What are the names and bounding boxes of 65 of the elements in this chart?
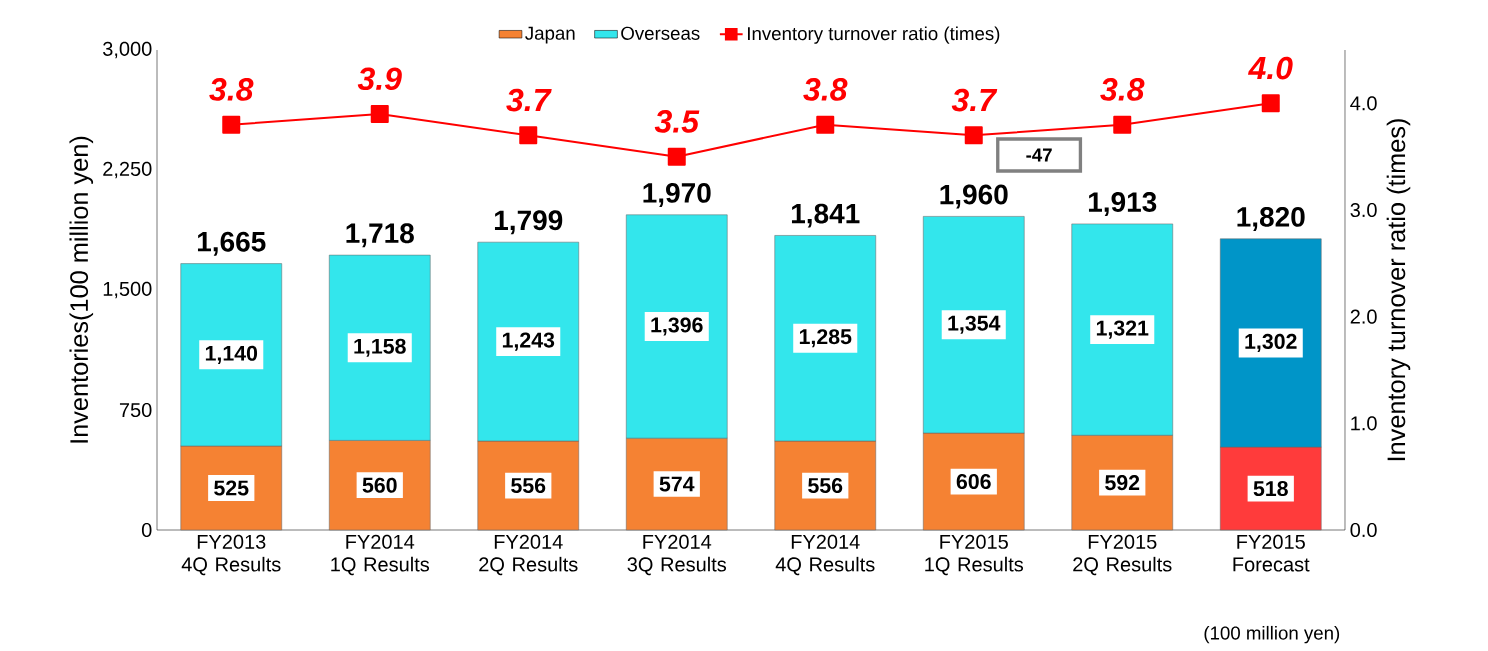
point [667, 147, 686, 166]
data-label: 556 [511, 477, 546, 494]
y-tick-label: 1,500 [103, 281, 152, 299]
legend-label: Inventory turnover ratio (times) [748, 26, 1000, 44]
annotation: -47 [1026, 148, 1052, 162]
data-label: 1,158 [354, 338, 406, 357]
data-label: 518 [1253, 481, 1288, 497]
text: (100 million yen) [1204, 625, 1340, 644]
x-tick-label: FY2014 3Q Results [627, 534, 727, 576]
data-label: 3.8 [209, 78, 254, 101]
data-label: 1,285 [799, 329, 852, 348]
data-label: 1,354 [948, 315, 1001, 334]
y2-tick-label: 4.0 [1350, 96, 1377, 111]
x-tick-label: FY2014 1Q Results [331, 534, 430, 576]
point [1261, 94, 1280, 113]
total-label: 1,913 [1088, 192, 1157, 216]
y2-axis-title: Inventory turnover ratio (times) [1386, 119, 1411, 461]
point [222, 115, 241, 134]
data-label: 606 [956, 473, 991, 490]
x-tick-label: FY2015 1Q Results [925, 534, 1024, 576]
y2-tick-label: 0.0 [1350, 522, 1377, 538]
y2-tick-label: 1.0 [1351, 416, 1377, 431]
data-label: 560 [362, 477, 397, 493]
data-label: 3.7 [951, 88, 998, 112]
x-tick-label: FY2014 2Q Results [479, 534, 578, 576]
data-label: 3.8 [803, 78, 848, 101]
point [816, 115, 835, 134]
y-tick-label: 3,000 [103, 41, 152, 59]
data-label: 1,140 [205, 345, 258, 364]
legend-label: Japan [525, 26, 575, 44]
data-label: 3.9 [357, 67, 402, 91]
point [519, 126, 538, 145]
data-label: 1,396 [651, 317, 703, 336]
y-tick-label: 2,250 [103, 161, 152, 179]
x-tick-label: FY2015 Forecast [1233, 534, 1310, 572]
point [964, 126, 983, 145]
x-tick-label: FY2014 4Q Results [775, 534, 875, 576]
data-label: 1,243 [502, 332, 555, 351]
y-tick-label: 750 [119, 402, 152, 418]
x-tick-label: FY2015 2Q Results [1073, 534, 1172, 576]
data-label: 592 [1105, 475, 1140, 491]
total-label: 1,970 [643, 183, 711, 207]
total-label: 1,718 [346, 223, 414, 248]
data-label: 3.8 [1100, 78, 1145, 101]
y2-tick-label: 2.0 [1350, 309, 1377, 324]
data-label: 556 [808, 477, 843, 494]
data-label: 574 [659, 476, 695, 492]
data-label: 1,302 [1245, 333, 1297, 353]
y-tick-label: 0 [141, 522, 152, 538]
total-label: 1,799 [494, 210, 563, 235]
data-label: 4.0 [1247, 56, 1293, 80]
point [370, 105, 389, 123]
y2-tick-label: 3.0 [1350, 202, 1377, 218]
total-label: 1,665 [197, 231, 266, 256]
x-tick-label: FY2013 4Q Results [181, 534, 281, 576]
data-label: 1,321 [1096, 320, 1149, 339]
data-label: 525 [214, 480, 249, 496]
data-label: 3.7 [506, 88, 552, 112]
y-axis-title: Inventories(100 million yen) [69, 136, 94, 443]
point [1113, 115, 1132, 134]
data-label: 3.5 [654, 110, 700, 133]
total-label: 1,820 [1237, 207, 1305, 231]
total-label: 1,960 [940, 184, 1008, 209]
legend-label: Overseas [621, 26, 700, 40]
total-label: 1,841 [791, 203, 860, 228]
